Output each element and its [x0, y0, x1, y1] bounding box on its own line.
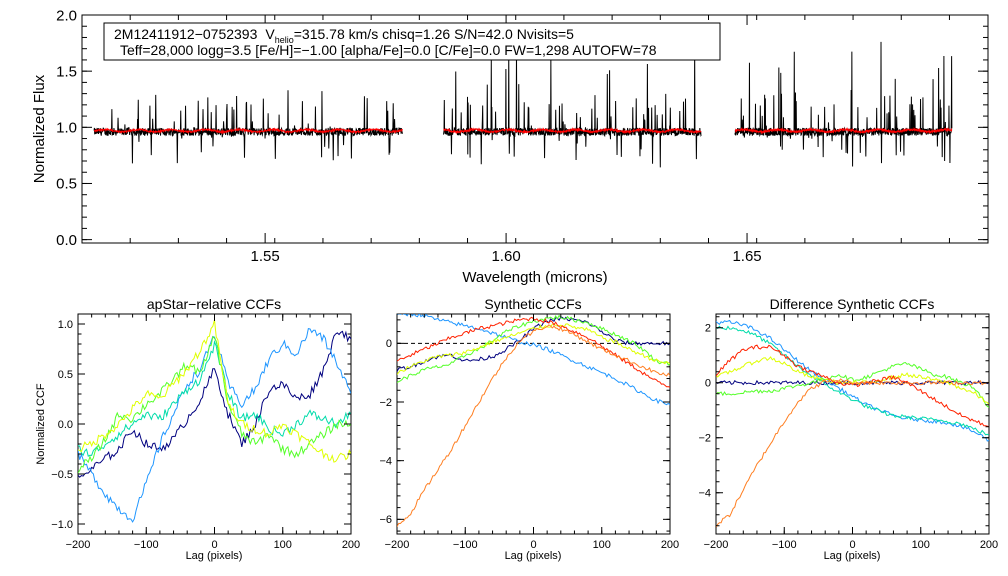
- y-tick-label: 2.0: [56, 7, 77, 24]
- apstar-title: apStar−relative CCFs: [147, 296, 281, 312]
- y-tick-label: −6: [379, 514, 392, 526]
- spectrum-info-box: 2M12411912−0752393 Vhelio=315.78 km/s chi…: [103, 22, 721, 61]
- ccf-series-line: [78, 330, 351, 478]
- spectrum-xlabel: Wavelength (microns): [462, 269, 607, 286]
- ccf-series-line: [397, 323, 670, 375]
- spectrum-observed-line: [93, 90, 403, 164]
- x-tick-label: 0: [211, 539, 217, 551]
- ccf-series-line: [716, 319, 989, 442]
- y-tick-label: −2: [379, 397, 392, 409]
- ccf-series-line: [78, 339, 351, 457]
- y-tick-label: 0.5: [58, 369, 73, 381]
- x-tick-label: 100: [912, 539, 930, 551]
- y-tick-label: 1.0: [56, 120, 77, 137]
- spectrum-panel: 1.55 1.60 1.65 0.0 0.5 1.0 1.5 2.0 Wavelength (…: [31, 7, 989, 286]
- ccf-series-line: [716, 344, 989, 428]
- difference-ccf-panel: −200 −100 0 100 200 −4 −2 0 2 Difference Synthet…: [698, 296, 998, 562]
- x-tick-label: −100: [134, 539, 159, 551]
- y-tick-label: 1.5: [56, 63, 77, 80]
- x-tick-label: 200: [342, 539, 360, 551]
- y-tick-label: −2: [698, 433, 711, 445]
- x-tick-label: 1.60: [491, 248, 520, 265]
- info-star: 2M12411912−0752393: [114, 26, 258, 42]
- x-tick-label: 200: [661, 539, 679, 551]
- apstar-ylabel: Normalized CCF: [35, 383, 47, 465]
- x-tick-label: 100: [274, 539, 292, 551]
- y-tick-label: 0.0: [56, 232, 77, 249]
- ccf-series-line: [716, 356, 989, 406]
- info-v-sub: helio: [275, 35, 294, 45]
- x-tick-label: 1.55: [251, 248, 280, 265]
- info-v-label: V: [265, 26, 275, 42]
- ccf-series-line: [397, 314, 670, 406]
- apstar-ccf-panel: −200 −100 0 100 200 −1.0 −0.5 0.0 0.5 1.0 apStar−…: [35, 296, 360, 562]
- difference-xlabel: Lag (pixels): [824, 550, 881, 562]
- y-tick-label: 0: [386, 338, 392, 350]
- x-tick-label: −100: [772, 539, 797, 551]
- y-tick-label: 2: [705, 323, 711, 335]
- spectrum-observed-line: [734, 41, 953, 167]
- apstar-axes: [77, 313, 352, 535]
- ccf-series-line: [78, 335, 351, 474]
- x-tick-label: 0: [849, 539, 855, 551]
- y-tick-label: −4: [698, 488, 711, 500]
- spectrum-model-line: [443, 127, 702, 135]
- spectrum-model-line: [734, 126, 953, 135]
- info-v-rest: =315.78 km/s chisq=1.26 S/N=42.0 Nvisits…: [294, 26, 574, 42]
- x-tick-label: 0: [530, 539, 536, 551]
- synthetic-title: Synthetic CCFs: [484, 296, 581, 312]
- y-tick-label: −1.0: [51, 519, 73, 531]
- y-tick-label: −4: [379, 456, 392, 468]
- synthetic-ccf-panel: −200 −100 0 100 200 −6 −4 −2 0 Synthetic CCFs La…: [379, 296, 679, 562]
- ccf-series-line: [716, 361, 989, 408]
- synthetic-xlabel: Lag (pixels): [505, 550, 562, 562]
- difference-axes: [715, 313, 990, 535]
- x-tick-label: −200: [66, 539, 91, 551]
- ccf-series-line: [78, 328, 351, 523]
- y-tick-label: −0.5: [51, 469, 73, 481]
- spectrum-observed-line: [442, 46, 702, 168]
- x-tick-label: 1.65: [732, 248, 761, 265]
- y-tick-label: 0.0: [58, 419, 73, 431]
- difference-title: Difference Synthetic CCFs: [770, 296, 935, 312]
- x-tick-label: 200: [980, 539, 998, 551]
- x-tick-label: 100: [593, 539, 611, 551]
- x-tick-label: −200: [704, 539, 729, 551]
- x-tick-label: −200: [385, 539, 410, 551]
- ccf-series-line: [397, 314, 670, 384]
- info-line-1: 2M12411912−0752393 Vhelio=315.78 km/s chi…: [114, 26, 574, 45]
- spectrum-axes: [81, 14, 989, 244]
- spectrum-ylabel: Normalized Flux: [31, 74, 48, 183]
- ccf-series-line: [716, 378, 989, 528]
- spectrum-model-line: [93, 126, 403, 135]
- y-tick-label: 0.5: [56, 176, 77, 193]
- x-tick-label: −100: [453, 539, 478, 551]
- y-tick-label: 1.0: [58, 319, 73, 331]
- info-line-2: Teff=28,000 logg=3.5 [Fe/H]=−1.00 [alpha…: [120, 42, 657, 58]
- y-tick-label: 0: [705, 378, 711, 390]
- ccf-series-line: [397, 324, 670, 527]
- ccf-series-line: [716, 325, 989, 436]
- apstar-xlabel: Lag (pixels): [186, 550, 243, 562]
